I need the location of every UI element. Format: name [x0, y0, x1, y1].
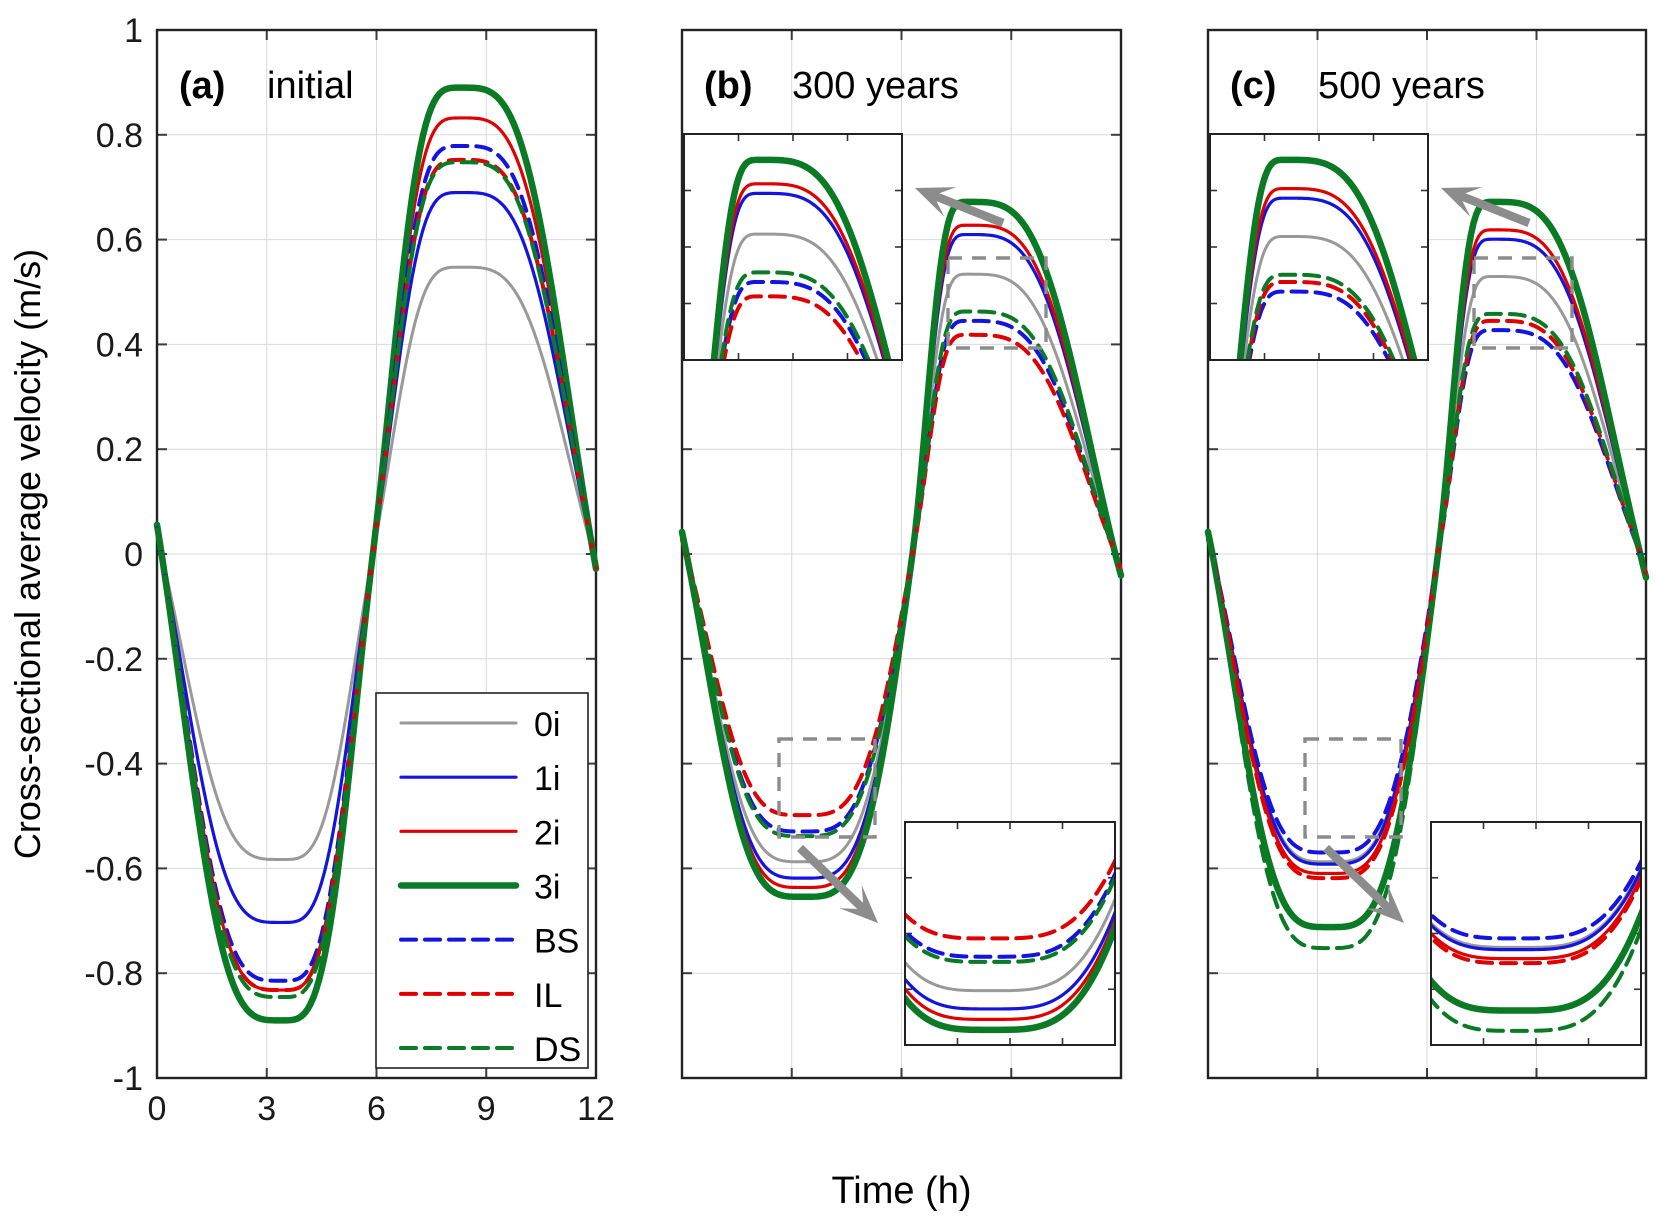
svg-text:0.8: 0.8	[96, 117, 143, 155]
svg-text:0: 0	[148, 1090, 167, 1128]
svg-text:BS: BS	[534, 923, 579, 961]
svg-text:3i: 3i	[534, 869, 560, 907]
svg-text:(a): (a)	[179, 65, 225, 107]
svg-text:9: 9	[477, 1090, 496, 1128]
svg-text:1: 1	[124, 12, 143, 50]
svg-text:-1: -1	[113, 1060, 143, 1098]
svg-text:-0.4: -0.4	[84, 746, 143, 784]
svg-text:-0.8: -0.8	[84, 955, 143, 993]
svg-text:0.4: 0.4	[96, 326, 143, 364]
svg-text:-0.6: -0.6	[84, 850, 143, 888]
svg-text:12: 12	[577, 1090, 615, 1128]
svg-text:500 years: 500 years	[1318, 65, 1485, 107]
svg-text:Time (h): Time (h)	[831, 1170, 971, 1212]
svg-text:0i: 0i	[534, 706, 560, 744]
svg-text:(c): (c)	[1230, 65, 1276, 107]
svg-text:6: 6	[367, 1090, 386, 1128]
svg-text:DS: DS	[534, 1031, 581, 1069]
svg-text:1i: 1i	[534, 760, 560, 798]
svg-text:3: 3	[257, 1090, 276, 1128]
svg-text:initial: initial	[267, 65, 354, 107]
svg-text:-0.2: -0.2	[84, 641, 143, 679]
svg-text:0: 0	[124, 536, 143, 574]
svg-text:IL: IL	[534, 977, 562, 1015]
svg-text:2i: 2i	[534, 814, 560, 852]
svg-text:Cross-sectional average veloci: Cross-sectional average velocity (m/s)	[7, 249, 48, 859]
svg-text:300 years: 300 years	[792, 65, 959, 107]
svg-text:0.2: 0.2	[96, 431, 143, 469]
svg-text:0.6: 0.6	[96, 222, 143, 260]
svg-text:(b): (b)	[704, 65, 753, 107]
